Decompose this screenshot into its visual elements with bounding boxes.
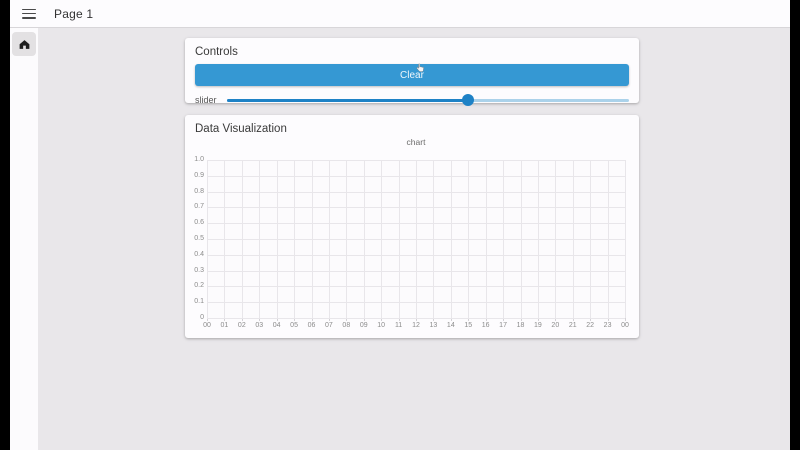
x-tick-label: 23 bbox=[603, 322, 612, 329]
y-tick-label: 0.1 bbox=[194, 298, 204, 306]
x-tick-label: 16 bbox=[481, 322, 490, 329]
x-tick-mark bbox=[537, 318, 539, 321]
x-tick-label: 09 bbox=[359, 322, 368, 329]
gridline-horizontal bbox=[207, 239, 625, 240]
page-title: Page 1 bbox=[54, 6, 94, 21]
x-tick-label: 00 bbox=[621, 322, 629, 329]
x-axis-labels: 00 01 02 03 04 05 06 07 08 09 10 11 12 13 14 15 16 17 18 19… bbox=[203, 322, 629, 332]
x-tick-label: 00 bbox=[203, 322, 211, 329]
x-tick-mark bbox=[294, 318, 296, 321]
plot-area bbox=[207, 160, 626, 321]
x-tick-mark bbox=[520, 318, 522, 321]
sidebar bbox=[10, 28, 38, 450]
right-bezel bbox=[790, 0, 800, 450]
left-bezel bbox=[0, 0, 10, 450]
x-tick-label: 01 bbox=[220, 322, 229, 329]
data-visualization-card: Data Visualization chart 1.0 0.9 0.8 0.7 0.6… bbox=[185, 115, 639, 338]
x-tick-mark bbox=[590, 318, 592, 321]
gridline-horizontal bbox=[207, 175, 625, 177]
x-tick-label: 18 bbox=[516, 322, 525, 329]
y-axis-labels: 1.0 0.9 0.8 0.7 0.6 0.5 0.4 0.3 0.2 0.1 0 bbox=[185, 156, 204, 321]
x-tick-label: 20 bbox=[551, 322, 560, 329]
x-tick-label: 04 bbox=[272, 322, 281, 329]
x-tick-mark bbox=[398, 318, 400, 321]
x-tick-mark bbox=[241, 318, 243, 321]
y-tick-label: 1.0 bbox=[194, 156, 204, 163]
menu-icon[interactable] bbox=[22, 8, 36, 19]
sidebar-item-home[interactable] bbox=[12, 32, 36, 56]
x-tick-label: 07 bbox=[325, 322, 333, 329]
controls-card-title: Controls bbox=[195, 46, 238, 58]
x-tick-label: 11 bbox=[394, 322, 403, 329]
y-tick-label: 0.4 bbox=[194, 250, 204, 258]
x-tick-label: 02 bbox=[237, 322, 246, 329]
x-tick-mark bbox=[555, 318, 557, 321]
y-tick-label: 0.6 bbox=[194, 219, 204, 227]
x-tick-label: 15 bbox=[464, 322, 473, 329]
slider-label: slider bbox=[195, 95, 217, 105]
x-tick-mark bbox=[224, 318, 226, 321]
x-tick-mark bbox=[207, 318, 208, 321]
y-tick-label: 0.9 bbox=[194, 171, 204, 179]
y-tick-label: 0.5 bbox=[194, 235, 204, 242]
x-tick-mark bbox=[416, 318, 417, 321]
gridline-horizontal bbox=[207, 160, 625, 161]
y-tick-label: 0.8 bbox=[194, 187, 204, 195]
y-tick-label: 0 bbox=[200, 314, 204, 321]
slider-row: slider bbox=[195, 93, 629, 107]
x-tick-mark bbox=[363, 318, 365, 321]
x-tick-label: 17 bbox=[499, 322, 507, 329]
y-tick-label: 0.7 bbox=[194, 203, 204, 211]
gridline-horizontal bbox=[207, 191, 625, 193]
gridline-vertical bbox=[625, 160, 626, 318]
gridline-horizontal bbox=[207, 318, 625, 319]
x-tick-mark bbox=[381, 318, 383, 321]
slider-fill bbox=[227, 98, 469, 102]
x-tick-label: 13 bbox=[429, 322, 438, 329]
x-tick-label: 06 bbox=[307, 322, 316, 329]
slider-thumb[interactable] bbox=[462, 94, 475, 106]
gridline-horizontal bbox=[207, 302, 625, 304]
gridline-horizontal bbox=[207, 270, 625, 272]
x-tick-mark bbox=[433, 318, 435, 321]
top-bar: Page 1 bbox=[10, 0, 790, 28]
x-tick-mark bbox=[485, 318, 487, 321]
y-tick-label: 0.2 bbox=[194, 282, 204, 290]
x-tick-mark bbox=[450, 318, 452, 321]
x-tick-label: 03 bbox=[255, 322, 264, 329]
slider[interactable] bbox=[227, 94, 629, 106]
x-tick-label: 19 bbox=[534, 322, 542, 329]
chart-title: chart bbox=[406, 137, 426, 147]
home-icon bbox=[19, 39, 29, 49]
clear-button[interactable]: Clear bbox=[195, 64, 629, 86]
x-tick-mark bbox=[328, 318, 330, 321]
x-tick-mark bbox=[607, 318, 609, 321]
x-tick-mark bbox=[503, 318, 505, 321]
x-tick-label: 05 bbox=[290, 322, 298, 329]
viz-card-title: Data Visualization bbox=[195, 123, 287, 135]
x-tick-label: 12 bbox=[412, 322, 420, 329]
x-tick-mark bbox=[468, 318, 470, 321]
x-tick-mark bbox=[259, 318, 261, 321]
controls-card: Controls Clear slider bbox=[185, 38, 639, 106]
gridline-horizontal bbox=[207, 223, 625, 225]
x-tick-mark bbox=[276, 318, 278, 321]
app-window: Page 1 Controls Clear slider bbox=[10, 0, 790, 450]
x-tick-label: 21 bbox=[568, 322, 577, 329]
x-tick-mark bbox=[572, 318, 574, 321]
gridline-horizontal bbox=[207, 207, 625, 209]
y-tick-label: 0.3 bbox=[194, 266, 204, 274]
x-tick-label: 08 bbox=[342, 322, 351, 329]
x-tick-label: 10 bbox=[377, 322, 386, 329]
x-tick-mark bbox=[311, 318, 313, 321]
x-tick-mark bbox=[346, 318, 348, 321]
x-tick-label: 22 bbox=[586, 322, 595, 329]
x-tick-label: 14 bbox=[446, 322, 455, 329]
main-content: Controls Clear slider Data Visualization… bbox=[38, 28, 790, 450]
x-tick-mark bbox=[625, 318, 626, 321]
gridline-horizontal bbox=[207, 286, 625, 288]
gridline-horizontal bbox=[207, 254, 625, 256]
